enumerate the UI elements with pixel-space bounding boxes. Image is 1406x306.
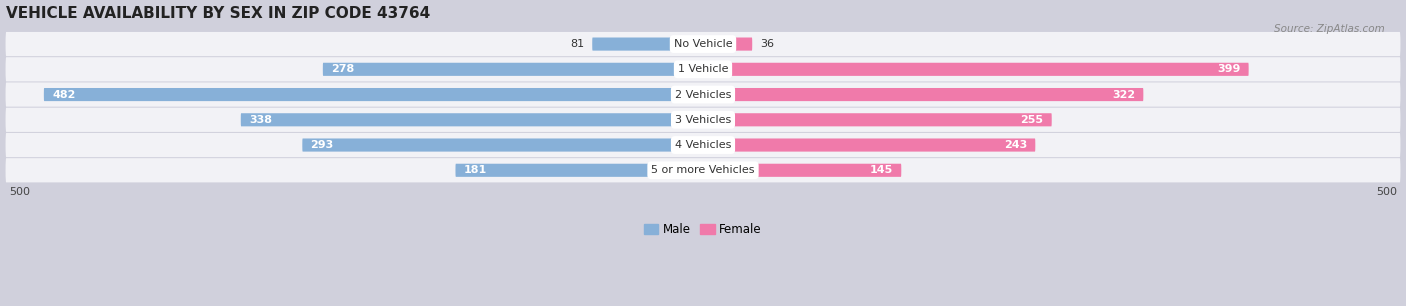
FancyBboxPatch shape [703,63,1249,76]
FancyBboxPatch shape [703,113,1052,126]
Text: 145: 145 [870,165,893,175]
FancyBboxPatch shape [592,38,703,50]
FancyBboxPatch shape [6,158,1400,182]
FancyBboxPatch shape [240,113,703,126]
Text: 399: 399 [1218,64,1240,74]
Text: 293: 293 [311,140,333,150]
Text: 5 or more Vehicles: 5 or more Vehicles [651,165,755,175]
Text: 181: 181 [464,165,486,175]
Text: 4 Vehicles: 4 Vehicles [675,140,731,150]
Text: 243: 243 [1004,140,1028,150]
FancyBboxPatch shape [323,63,703,76]
Text: No Vehicle: No Vehicle [673,39,733,49]
Text: 3 Vehicles: 3 Vehicles [675,115,731,125]
FancyBboxPatch shape [703,88,1143,101]
Text: 322: 322 [1112,90,1135,99]
Text: 36: 36 [761,39,775,49]
Text: 278: 278 [330,64,354,74]
FancyBboxPatch shape [44,88,703,101]
Text: VEHICLE AVAILABILITY BY SEX IN ZIP CODE 43764: VEHICLE AVAILABILITY BY SEX IN ZIP CODE … [6,6,430,21]
FancyBboxPatch shape [302,139,703,151]
FancyBboxPatch shape [6,108,1400,132]
FancyBboxPatch shape [6,32,1400,56]
FancyBboxPatch shape [703,164,901,177]
Text: Source: ZipAtlas.com: Source: ZipAtlas.com [1274,24,1385,35]
Text: 482: 482 [52,90,76,99]
Text: 81: 81 [569,39,583,49]
Text: 338: 338 [249,115,271,125]
Text: 1 Vehicle: 1 Vehicle [678,64,728,74]
Text: 255: 255 [1021,115,1043,125]
FancyBboxPatch shape [6,57,1400,81]
FancyBboxPatch shape [456,164,703,177]
FancyBboxPatch shape [6,133,1400,157]
Text: 2 Vehicles: 2 Vehicles [675,90,731,99]
FancyBboxPatch shape [703,139,1035,151]
FancyBboxPatch shape [6,82,1400,107]
Legend: Male, Female: Male, Female [640,218,766,241]
FancyBboxPatch shape [703,38,752,50]
